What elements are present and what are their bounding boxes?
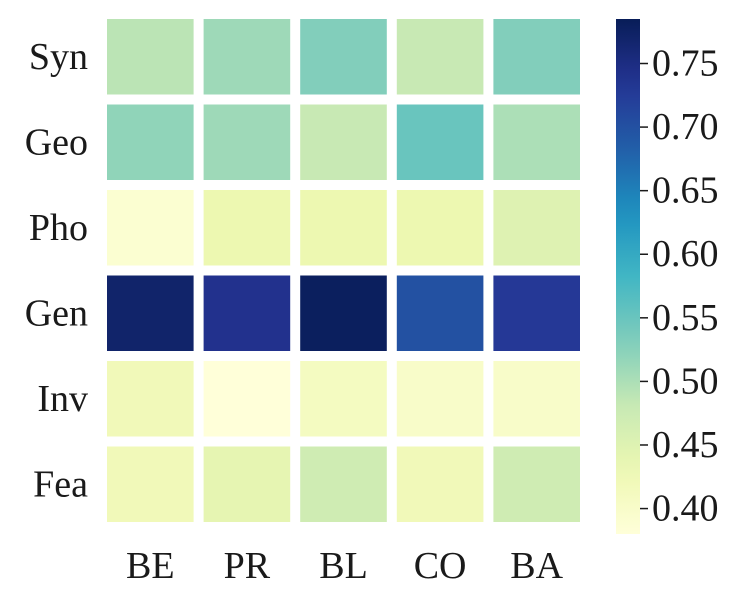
colorbar-tick-label: 0.55 [652, 297, 719, 339]
heatmap-cell-inv-bl [300, 361, 387, 437]
colorbar-tick-label: 0.70 [652, 106, 719, 148]
colorbar-gradient [616, 19, 640, 534]
heatmap-cell-pho-pr [203, 190, 291, 266]
heatmap-cell-fea-bl [300, 446, 387, 522]
heatmap-cell-syn-bl [300, 19, 387, 95]
colorbar: 0.40 0.45 0.50 0.55 0.60 0.65 0.70 0.75 [616, 19, 719, 534]
heatmap-cell-geo-bl [300, 104, 387, 180]
heatmap-cell-inv-be [107, 361, 194, 437]
colorbar-tick-label: 0.40 [652, 488, 719, 530]
column-label: CO [414, 545, 467, 587]
heatmap-cell-gen-co [396, 275, 484, 351]
row-label: Syn [29, 36, 88, 78]
colorbar-tick-label: 0.45 [652, 424, 719, 466]
row-label: Fea [33, 463, 88, 505]
heatmap-cell-inv-pr [203, 361, 291, 437]
column-labels: BE PR BL CO BA [126, 545, 564, 587]
heatmap-cell-fea-pr [203, 446, 291, 522]
heatmap-cell-geo-pr [203, 104, 291, 180]
column-label: BE [126, 545, 175, 587]
heatmap-cells [107, 19, 580, 522]
column-label: BA [510, 545, 563, 587]
column-label: BL [319, 545, 368, 587]
heatmap-cell-gen-be [107, 275, 194, 351]
heatmap-cell-pho-be [107, 190, 194, 266]
heatmap-cell-fea-ba [493, 446, 580, 522]
heatmap-cell-pho-co [396, 190, 484, 266]
heatmap-cell-syn-be [107, 19, 194, 95]
heatmap-cell-fea-be [107, 446, 194, 522]
heatmap-cell-geo-be [107, 104, 194, 180]
row-label: Gen [25, 292, 88, 334]
heatmap-cell-inv-ba [493, 361, 580, 437]
colorbar-tick-label: 0.75 [652, 43, 719, 85]
row-label: Inv [37, 378, 88, 420]
heatmap-cell-pho-bl [300, 190, 387, 266]
heatmap-cell-geo-ba [493, 104, 580, 180]
column-label: PR [224, 545, 271, 587]
heatmap-cell-inv-co [396, 361, 484, 437]
heatmap-cell-gen-pr [203, 275, 291, 351]
heatmap-cell-syn-co [396, 19, 484, 95]
colorbar-tick-label: 0.50 [652, 360, 719, 402]
row-label: Pho [29, 207, 88, 249]
colorbar-tick-label: 0.65 [652, 170, 719, 212]
colorbar-tick-label: 0.60 [652, 233, 719, 275]
row-label: Geo [25, 121, 88, 163]
heatmap-cell-syn-ba [493, 19, 580, 95]
heatmap-cell-gen-bl [300, 275, 387, 351]
heatmap-cell-geo-co [396, 104, 484, 180]
heatmap-cell-gen-ba [493, 275, 580, 351]
heatmap-cell-syn-pr [203, 19, 291, 95]
row-labels: Syn Geo Pho Gen Inv Fea [25, 36, 88, 506]
heatmap-cell-fea-co [396, 446, 484, 522]
heatmap-cell-pho-ba [493, 190, 580, 266]
